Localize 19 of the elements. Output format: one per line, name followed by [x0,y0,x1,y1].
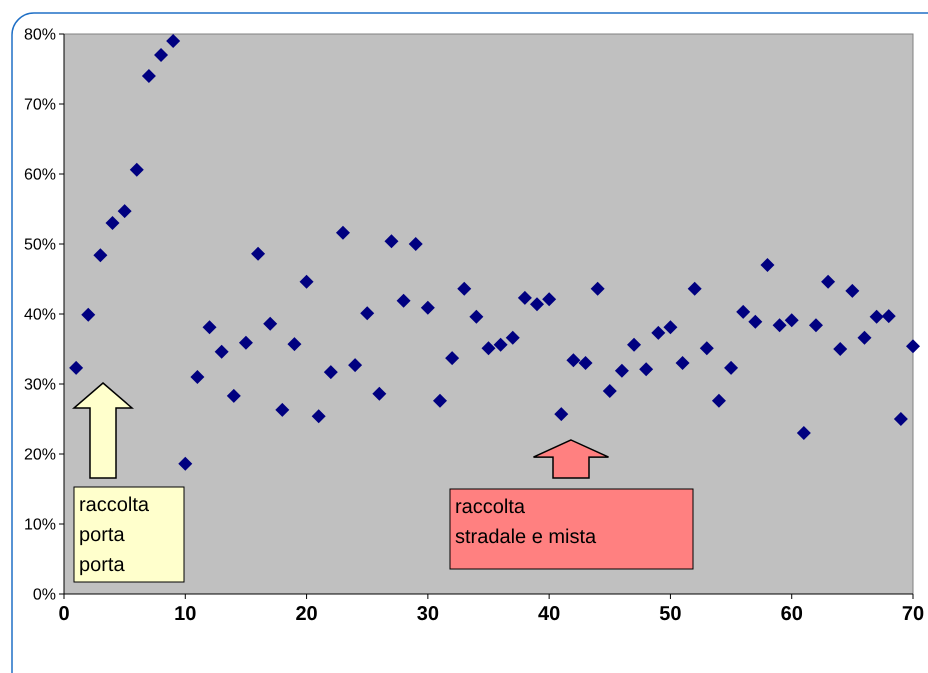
annotation: raccolta porta porta [79,494,150,576]
x-tick-label: 60 [780,603,803,625]
y-tick-label: 50% [24,236,56,254]
x-tick-label: 30 [416,603,439,625]
x-tick-label: 50 [659,603,682,625]
x-tick-label: 70 [902,603,924,625]
y-tick-label: 70% [24,96,56,114]
y-tick-label: 20% [24,446,56,464]
x-tick-label: 20 [295,603,318,625]
x-tick-label: 40 [538,603,560,625]
y-tick-label: 0% [32,586,56,604]
x-tick-label: 0 [58,603,70,625]
y-tick-label: 80% [24,26,56,44]
y-tick-label: 30% [24,376,56,394]
y-tick-label: 60% [24,166,56,184]
x-tick-label: 10 [174,603,196,625]
annotation: raccolta stradale e mista [455,496,598,548]
y-tick-label: 10% [24,516,56,534]
y-tick-label: 40% [24,306,56,324]
